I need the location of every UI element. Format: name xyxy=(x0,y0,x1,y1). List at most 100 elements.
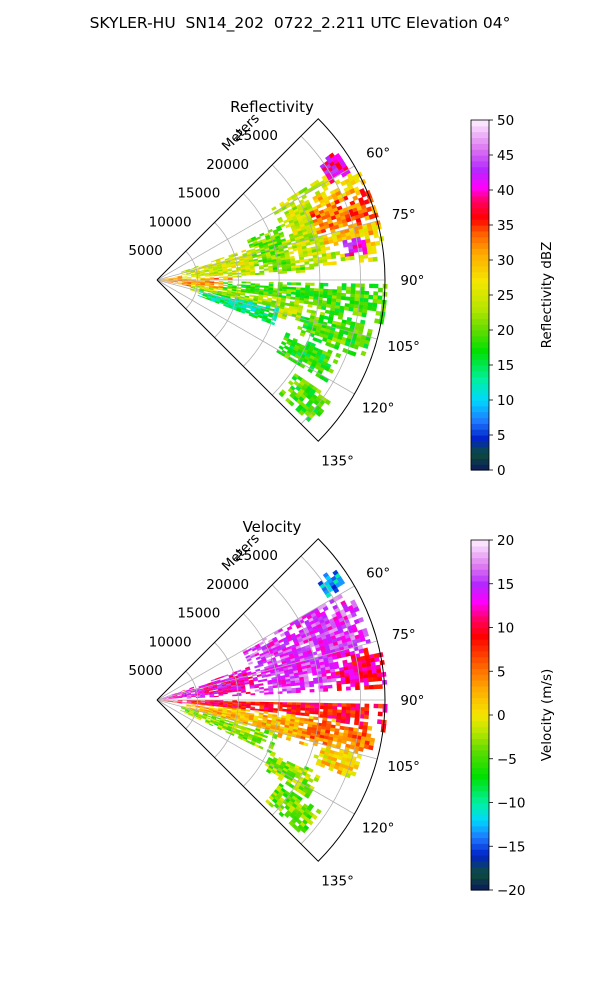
echo-cell xyxy=(199,690,205,692)
echo-cell xyxy=(254,310,260,314)
colorbar-label: Velocity (m/s) xyxy=(539,669,555,762)
echo-cell xyxy=(252,300,258,304)
echo-cell xyxy=(326,678,332,683)
echo-cell xyxy=(366,662,372,668)
echo-cell xyxy=(340,653,347,658)
echo-cell xyxy=(286,778,293,784)
echo-cell xyxy=(326,297,332,302)
radial-tick-label: 5000 xyxy=(128,243,162,259)
echo-cell xyxy=(336,680,342,685)
echo-cell xyxy=(295,265,301,269)
echo-cell xyxy=(324,224,330,230)
echo-cell xyxy=(177,275,183,277)
echo-cell xyxy=(282,702,288,705)
echo-cell xyxy=(263,707,269,711)
echo-cell xyxy=(208,707,214,710)
colorbar-segment xyxy=(471,289,489,296)
echo-cell xyxy=(292,815,299,822)
echo-cell xyxy=(300,214,307,219)
echo-cell xyxy=(277,767,283,773)
echo-cell xyxy=(205,720,210,724)
echo-cell xyxy=(186,275,192,277)
azimuth-gridline xyxy=(156,585,355,701)
echo-cell xyxy=(207,263,213,266)
echo-cell xyxy=(193,713,198,716)
echo-cell xyxy=(301,194,308,200)
echo-cell xyxy=(235,308,241,313)
echo-cell xyxy=(217,710,223,713)
echo-cell xyxy=(278,218,284,224)
echo-cell xyxy=(310,352,317,358)
echo-cell xyxy=(286,709,292,713)
echo-cell xyxy=(266,238,272,243)
echo-cell xyxy=(201,717,207,720)
echo-cell xyxy=(247,676,253,680)
colorbar-segment xyxy=(471,370,489,378)
echo-cell xyxy=(272,229,278,234)
echo-cell xyxy=(219,300,225,304)
echo-cell xyxy=(339,308,345,314)
echo-cell xyxy=(242,672,248,676)
echo-cell xyxy=(311,349,318,355)
echo-cell xyxy=(231,291,237,295)
echo-cell xyxy=(220,299,225,303)
echo-cell xyxy=(323,288,329,293)
colorbar-segment xyxy=(471,866,489,874)
echo-cell xyxy=(221,292,227,295)
echo-cell xyxy=(186,272,191,275)
echo-cell xyxy=(299,821,306,828)
echo-cell xyxy=(209,720,215,724)
echo-cell xyxy=(228,255,234,259)
echo-cell xyxy=(256,674,262,678)
echo-cell xyxy=(209,285,214,288)
echo-cell xyxy=(177,702,183,704)
echo-cell xyxy=(264,692,269,695)
echo-cell xyxy=(236,287,242,290)
echo-cell xyxy=(186,693,191,695)
echo-cell xyxy=(352,731,358,736)
echo-cell xyxy=(363,681,369,687)
echo-cell xyxy=(307,787,314,794)
echo-cell xyxy=(191,284,196,286)
echo-cell xyxy=(214,300,220,303)
echo-cell xyxy=(227,724,233,728)
echo-cell xyxy=(268,689,274,693)
echo-cell xyxy=(214,720,220,723)
echo-cell xyxy=(168,282,173,284)
echo-cell xyxy=(300,705,306,709)
echo-cell xyxy=(204,709,209,712)
echo-cell xyxy=(304,295,310,300)
echo-cell xyxy=(256,647,262,652)
echo-cell xyxy=(271,769,277,775)
echo-cell xyxy=(191,275,196,277)
echo-cell xyxy=(257,721,263,725)
colorbar-tick-label: 30 xyxy=(497,253,514,269)
echo-cell xyxy=(260,656,266,661)
echo-cell xyxy=(168,696,173,698)
echo-cell xyxy=(189,686,194,689)
echo-cell xyxy=(259,701,265,704)
echo-cell xyxy=(238,733,244,737)
echo-cell xyxy=(221,265,227,268)
echo-cell xyxy=(352,664,358,670)
echo-cell xyxy=(205,280,210,282)
echo-cell xyxy=(233,722,239,725)
echo-cell xyxy=(200,284,205,286)
colorbar-segment xyxy=(471,685,489,693)
echo-cell xyxy=(277,649,283,654)
echo-cell xyxy=(263,294,268,298)
echo-cell xyxy=(199,287,205,290)
echo-cell xyxy=(226,685,232,688)
echo-cell xyxy=(267,660,273,665)
echo-cell xyxy=(222,710,228,713)
echo-cell xyxy=(176,692,182,695)
echo-cell xyxy=(377,676,383,682)
echo-cell xyxy=(236,284,242,287)
echo-cell xyxy=(286,268,292,272)
echo-cell xyxy=(244,717,250,720)
echo-cell xyxy=(360,659,367,665)
echo-cell xyxy=(217,686,223,689)
echo-cell xyxy=(257,314,263,319)
echo-cell xyxy=(184,710,190,713)
echo-cell xyxy=(305,285,310,289)
